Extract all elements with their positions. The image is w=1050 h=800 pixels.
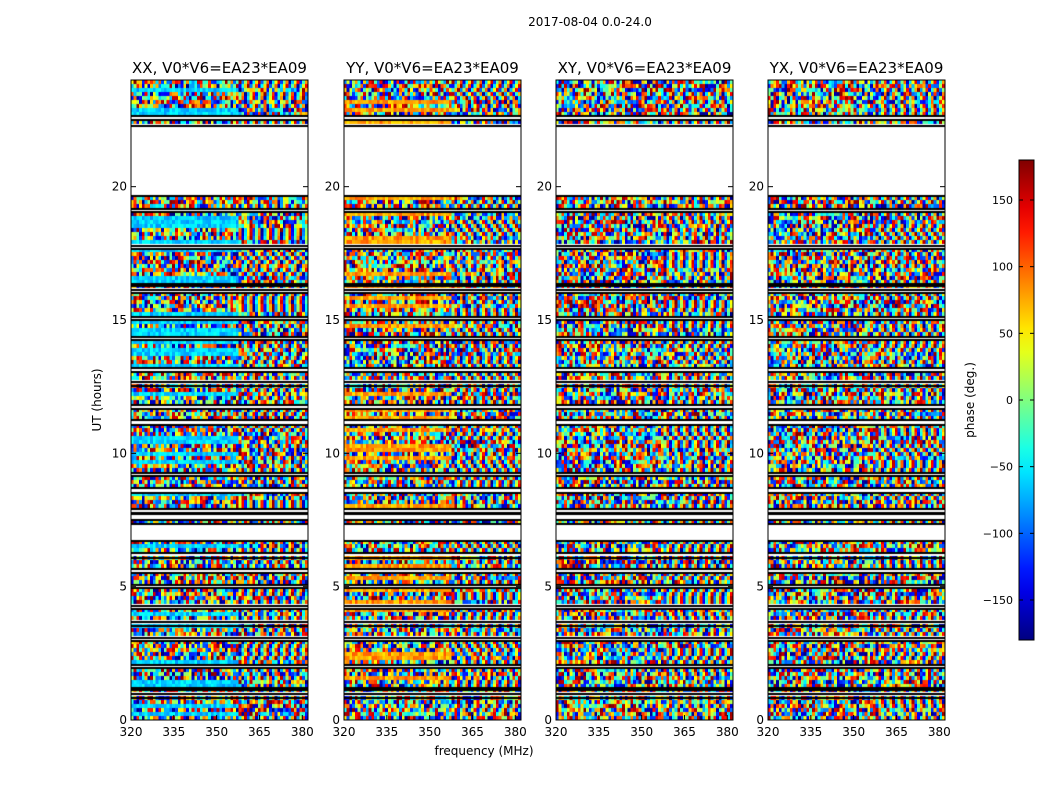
y-tick-label: 5 bbox=[544, 580, 552, 594]
x-tick-label: 320 bbox=[333, 725, 356, 739]
y-tick-label: 20 bbox=[537, 180, 552, 194]
panel-title: XX, V0*V6=EA23*EA09 bbox=[132, 59, 307, 77]
colorbar: −150 −100 −50 0 50 100 150 bbox=[983, 159, 1035, 641]
colorbar-tick-label: −50 bbox=[990, 461, 1013, 474]
colorbar-tick-label: 150 bbox=[992, 194, 1013, 207]
x-tick-label: 365 bbox=[461, 725, 484, 739]
y-tick-label: 5 bbox=[756, 580, 764, 594]
heatmap-image bbox=[768, 80, 945, 720]
x-tick-label: 350 bbox=[205, 725, 228, 739]
colorbar-tick-label: −100 bbox=[983, 527, 1013, 540]
colorbar-label: phase (deg.) bbox=[963, 362, 977, 438]
x-tick-label: 380 bbox=[291, 725, 314, 739]
x-tick-label: 320 bbox=[545, 725, 568, 739]
panel-title: XY, V0*V6=EA23*EA09 bbox=[558, 59, 732, 77]
y-tick-label: 10 bbox=[749, 446, 764, 460]
y-tick-label: 10 bbox=[325, 446, 340, 460]
panel-frame bbox=[343, 79, 522, 721]
panel-frame bbox=[130, 79, 309, 721]
y-tick-label: 10 bbox=[112, 446, 127, 460]
colorbar-tick-label: 0 bbox=[1006, 394, 1013, 407]
x-tick-label: 380 bbox=[716, 725, 739, 739]
y-tick-label: 15 bbox=[537, 313, 552, 327]
x-tick-label: 335 bbox=[375, 725, 398, 739]
panel-frame bbox=[555, 79, 734, 721]
heatmap-image bbox=[131, 80, 308, 720]
colorbar-tick-label: 100 bbox=[992, 261, 1013, 274]
x-tick-label: 335 bbox=[587, 725, 610, 739]
panel-2: YY, V0*V6=EA23*EA09 320 335 350 365 380 0 5 10 15… bbox=[325, 59, 527, 739]
colorbar-tick-label: 50 bbox=[999, 327, 1013, 340]
x-tick-label: 335 bbox=[799, 725, 822, 739]
colorbar-tick-label: −150 bbox=[983, 594, 1013, 607]
panel-title: YX, V0*V6=EA23*EA09 bbox=[769, 59, 944, 77]
y-tick-label: 20 bbox=[325, 180, 340, 194]
x-tick-label: 350 bbox=[630, 725, 653, 739]
heatmap-image bbox=[344, 80, 521, 720]
x-tick-label: 365 bbox=[248, 725, 271, 739]
y-tick-label: 20 bbox=[749, 180, 764, 194]
y-tick-label: 15 bbox=[325, 313, 340, 327]
y-tick-label: 0 bbox=[332, 713, 340, 727]
y-tick-label: 15 bbox=[749, 313, 764, 327]
y-tick-label: 5 bbox=[332, 580, 340, 594]
x-tick-label: 365 bbox=[673, 725, 696, 739]
panel-title: YY, V0*V6=EA23*EA09 bbox=[345, 59, 519, 77]
y-axis-label: UT (hours) bbox=[90, 368, 104, 431]
x-tick-label: 335 bbox=[162, 725, 185, 739]
y-tick-label: 15 bbox=[112, 313, 127, 327]
heatmap-image bbox=[556, 80, 733, 720]
y-tick-label: 0 bbox=[756, 713, 764, 727]
y-tick-label: 0 bbox=[544, 713, 552, 727]
x-axis-label: frequency (MHz) bbox=[434, 744, 533, 758]
y-tick-label: 10 bbox=[537, 446, 552, 460]
x-tick-label: 350 bbox=[418, 725, 441, 739]
panel-1: XX, V0*V6=EA23*EA09 320 335 350 365 380 0 5 10 15… bbox=[112, 59, 314, 739]
figure-suptitle: 2017-08-04 0.0-24.0 bbox=[528, 15, 652, 29]
y-tick-label: 5 bbox=[119, 580, 127, 594]
y-tick-label: 0 bbox=[119, 713, 127, 727]
y-tick-label: 20 bbox=[112, 180, 127, 194]
x-tick-label: 380 bbox=[928, 725, 951, 739]
x-tick-label: 320 bbox=[757, 725, 780, 739]
panel-4: YX, V0*V6=EA23*EA09 320 335 350 365 380 0 5 10 15… bbox=[749, 59, 951, 739]
x-tick-label: 380 bbox=[504, 725, 527, 739]
panel-3: XY, V0*V6=EA23*EA09 320 335 350 365 380 0 5 10 15… bbox=[537, 59, 739, 739]
x-tick-label: 350 bbox=[842, 725, 865, 739]
x-tick-label: 365 bbox=[885, 725, 908, 739]
x-tick-label: 320 bbox=[120, 725, 143, 739]
panel-frame bbox=[767, 79, 946, 721]
panels: XX, V0*V6=EA23*EA09 320 335 350 365 380 0 5 10 15… bbox=[112, 59, 951, 739]
